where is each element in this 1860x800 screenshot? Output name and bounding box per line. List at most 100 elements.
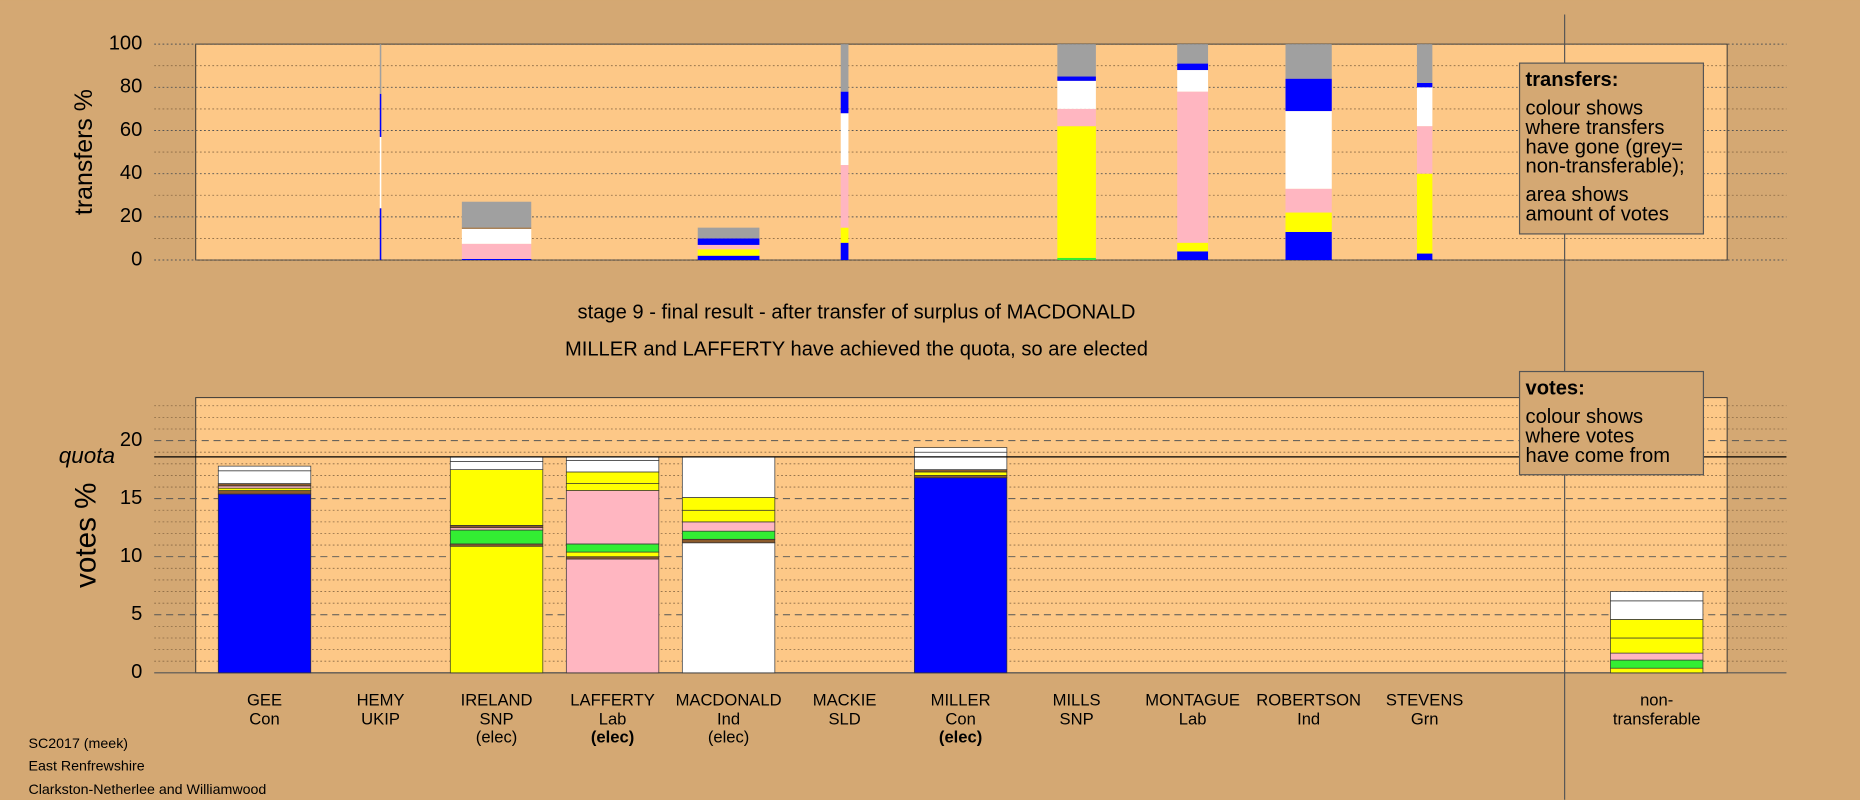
x-tick-label: STEVENS [1386,691,1463,710]
party-label: transferable [1613,710,1701,729]
bar-segment [913,477,1008,674]
bar-segment [1285,111,1332,189]
bar-segment [565,483,660,491]
bar-segment [681,538,776,544]
bar-segment [697,244,760,250]
bar-segment [681,530,776,540]
status-label: (elec) [476,727,518,746]
bar-segment [379,44,382,94]
bar-segment [1610,667,1704,674]
bar-segment [840,242,849,261]
bar-segment [840,227,849,243]
bar-segment [1416,173,1433,254]
legend-text: where transfers [1524,117,1664,139]
bar-segment [913,447,1008,453]
bar-segment [217,470,312,484]
party-label: UKIP [361,710,400,729]
bar-segment [1057,108,1096,127]
bar-segment [1610,659,1704,669]
bar-segment [217,465,312,472]
legend-text: have gone (grey= [1525,136,1682,158]
title: stage 9 - final result - after transfer … [578,302,1136,324]
bar-segment [913,451,1008,470]
x-tick-label: HEMY [357,691,405,710]
y-tick-label: 100 [109,32,143,54]
bar-segment [681,497,776,511]
bar-segment [1057,44,1096,77]
x-tick-label: MILLS [1053,691,1101,710]
legend-text: non-transferable); [1525,156,1684,178]
bar-segment [681,509,776,523]
bar-segment [840,91,849,114]
bar-segment [565,471,660,484]
bar-segment [461,258,532,261]
bar-segment [1285,44,1332,79]
legend-text: colour shows [1525,98,1643,120]
bar-segment [565,543,660,553]
bar-segment [565,551,660,558]
bar-segment [1177,44,1209,64]
bar-segment [840,113,849,166]
bar-segment [461,201,532,228]
status-label: (elec) [708,727,749,746]
x-tick-label: MACDONALD [676,691,782,710]
bar-segment [1416,87,1433,127]
party-label: Ind [717,710,740,729]
legend-text: where votes [1524,425,1634,447]
party-label: SNP [1060,710,1094,729]
bar-segment [217,490,312,495]
bar-segment [379,93,382,137]
bar-segment [449,469,544,526]
quota-label: quota [59,443,115,468]
bar-segment [1610,619,1704,639]
bar-segment [697,238,760,245]
y-tick-label: 0 [131,661,142,683]
party-label: Grn [1411,710,1439,729]
bar-segment [1610,637,1704,654]
y-tick-label: 5 [131,603,142,625]
x-tick-label: MACKIE [813,691,877,710]
bar-segment [681,456,776,498]
bar-segment [461,243,532,259]
bar-segment [681,542,776,674]
party-label: Ind [1297,710,1320,729]
party-label: Lab [1179,710,1207,729]
bar-segment [565,459,660,473]
bar-segment [681,521,776,532]
party-label: SLD [828,710,860,729]
bar-segment [913,471,1008,476]
y-tick-label: 10 [120,545,142,567]
bar-segment [697,249,760,256]
legend-text: have come from [1525,445,1670,467]
x-tick-label: ROBERTSON [1256,691,1361,710]
bar-segment [1285,188,1332,213]
bar-segment [1177,91,1209,243]
bar-segment [1416,82,1433,88]
bar-segment [1610,591,1704,602]
bar-segment [697,227,760,239]
bar-segment [1416,44,1433,83]
y-tick-label: 15 [120,487,142,509]
footer: East Renfrewshire [28,758,144,774]
y-tick-label: 60 [120,119,142,141]
legend-box [1518,370,1705,476]
bar-segment [697,255,760,261]
bar-segment [217,493,312,674]
bar-segment [1177,70,1209,92]
bar-segment [1285,212,1332,232]
footer: Clarkston-Netherlee and Williamwood [28,782,266,798]
bar-segment [449,461,544,470]
legend-text: amount of votes [1525,203,1668,225]
bar-segment [1177,63,1209,71]
marks: 02040608010005101520quotaGEEConHEMYUKIPI… [59,32,1787,746]
bar-segment [449,529,544,545]
bar-segment [1057,76,1096,81]
bar-segment [379,208,382,261]
bar-segment [1177,242,1209,252]
party-label: Con [945,710,975,729]
x-tick-label: LAFFERTY [570,691,655,710]
x-tick-label: MONTAGUE [1145,691,1240,710]
bar-segment [840,165,849,228]
footer: SC2017 (meek) [28,736,128,752]
